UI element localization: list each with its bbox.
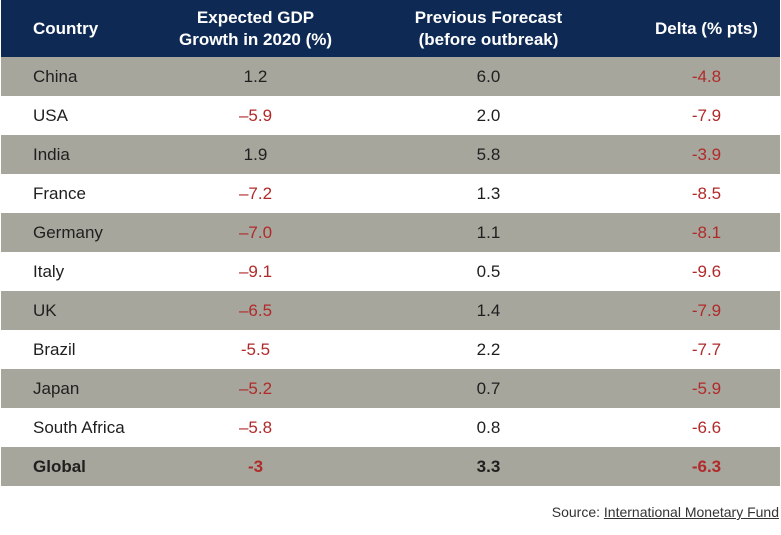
cell-country: South Africa <box>1 408 167 447</box>
table-body: China 1.2 6.0 -4.8 USA –5.9 2.0 -7.9 India 1.9 5.8… <box>1 57 780 486</box>
cell-country: Brazil <box>1 330 167 369</box>
table-row-global: Global -3 3.3 -6.3 <box>1 447 780 486</box>
cell-delta: -7.7 <box>633 330 780 369</box>
header-expected-gdp: Expected GDP Growth in 2020 (%) <box>167 0 344 57</box>
table-header-row: Country Expected GDP Growth in 2020 (%) P… <box>1 0 780 57</box>
cell-delta: -5.9 <box>633 369 780 408</box>
cell-expected: –7.0 <box>167 213 344 252</box>
cell-country: Italy <box>1 252 167 291</box>
cell-previous: 6.0 <box>344 57 633 96</box>
cell-previous: 0.8 <box>344 408 633 447</box>
cell-delta: -6.6 <box>633 408 780 447</box>
cell-previous: 1.3 <box>344 174 633 213</box>
cell-expected: -5.5 <box>167 330 344 369</box>
cell-country: Global <box>1 447 167 486</box>
gdp-forecast-table: Country Expected GDP Growth in 2020 (%) P… <box>1 0 780 486</box>
cell-delta: -9.6 <box>633 252 780 291</box>
cell-previous: 3.3 <box>344 447 633 486</box>
header-expected-line2: Growth in 2020 (%) <box>178 29 333 49</box>
cell-expected: –5.8 <box>167 408 344 447</box>
table-row: Japan –5.2 0.7 -5.9 <box>1 369 780 408</box>
table-row: China 1.2 6.0 -4.8 <box>1 57 780 96</box>
table-row: India 1.9 5.8 -3.9 <box>1 135 780 174</box>
cell-expected: –6.5 <box>167 291 344 330</box>
cell-delta: -3.9 <box>633 135 780 174</box>
cell-previous: 1.4 <box>344 291 633 330</box>
cell-expected: 1.9 <box>167 135 344 174</box>
cell-delta: -7.9 <box>633 291 780 330</box>
table-row: France –7.2 1.3 -8.5 <box>1 174 780 213</box>
header-previous-line1: Previous Forecast <box>414 7 563 27</box>
cell-previous: 5.8 <box>344 135 633 174</box>
cell-delta: -8.1 <box>633 213 780 252</box>
table-row: USA –5.9 2.0 -7.9 <box>1 96 780 135</box>
cell-expected: –5.2 <box>167 369 344 408</box>
cell-previous: 0.7 <box>344 369 633 408</box>
cell-country: Japan <box>1 369 167 408</box>
header-delta-text: Delta (% pts) <box>655 18 758 38</box>
cell-previous: 0.5 <box>344 252 633 291</box>
table-row: Germany –7.0 1.1 -8.1 <box>1 213 780 252</box>
header-previous-line2: (before outbreak) <box>418 29 559 49</box>
cell-expected: –7.2 <box>167 174 344 213</box>
source-note: Source: International Monetary Fund <box>552 504 779 520</box>
cell-delta: -7.9 <box>633 96 780 135</box>
cell-previous: 2.0 <box>344 96 633 135</box>
cell-delta: -8.5 <box>633 174 780 213</box>
cell-expected: –9.1 <box>167 252 344 291</box>
cell-country: UK <box>1 291 167 330</box>
cell-country: China <box>1 57 167 96</box>
cell-expected: 1.2 <box>167 57 344 96</box>
cell-country: France <box>1 174 167 213</box>
cell-country: Germany <box>1 213 167 252</box>
cell-previous: 1.1 <box>344 213 633 252</box>
table-row: Italy –9.1 0.5 -9.6 <box>1 252 780 291</box>
header-delta: Delta (% pts) <box>633 0 780 57</box>
cell-delta: -6.3 <box>633 447 780 486</box>
header-country-text: Country <box>33 18 99 38</box>
header-expected-line1: Expected GDP <box>196 7 315 27</box>
cell-country: USA <box>1 96 167 135</box>
header-previous-forecast: Previous Forecast (before outbreak) <box>344 0 633 57</box>
table-row: Brazil -5.5 2.2 -7.7 <box>1 330 780 369</box>
source-prefix: Source: <box>551 504 604 520</box>
source-link[interactable]: International Monetary Fund <box>603 504 779 520</box>
header-country: Country <box>1 0 167 57</box>
cell-delta: -4.8 <box>633 57 780 96</box>
cell-previous: 2.2 <box>344 330 633 369</box>
cell-country: India <box>1 135 167 174</box>
cell-expected: -3 <box>167 447 344 486</box>
table-row: UK –6.5 1.4 -7.9 <box>1 291 780 330</box>
table-row: South Africa –5.8 0.8 -6.6 <box>1 408 780 447</box>
cell-expected: –5.9 <box>167 96 344 135</box>
